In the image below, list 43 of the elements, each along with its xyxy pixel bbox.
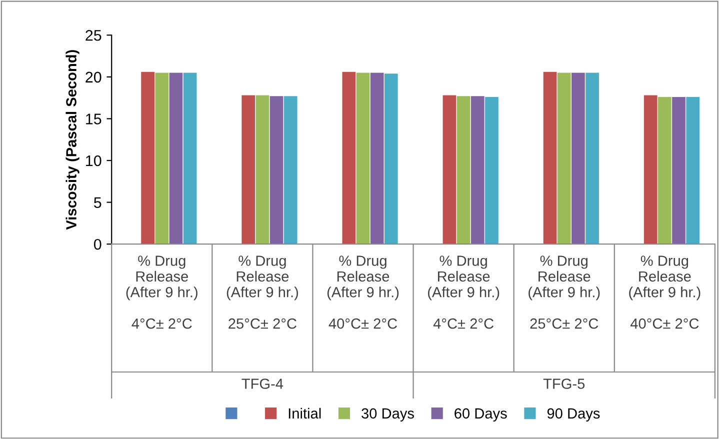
bar: [284, 96, 298, 244]
bar: [686, 96, 700, 244]
bar: [356, 72, 370, 244]
bar: [270, 96, 284, 244]
bar: [586, 72, 599, 244]
y-axis-title: Viscosity (Pascal Second): [66, 50, 80, 230]
bar: [141, 72, 154, 244]
y-tick-label: 15: [86, 114, 102, 124]
bar: [256, 95, 270, 244]
y-tick-label: 5: [94, 197, 102, 208]
bar: [370, 72, 384, 244]
text: TFG-4: [242, 378, 284, 389]
y-tick-label: 25: [86, 30, 102, 41]
bar: [456, 96, 470, 244]
y-tick-label: 0: [94, 238, 102, 250]
bar: [342, 72, 356, 244]
y-tick-label: 10: [86, 155, 102, 166]
bar: [644, 95, 658, 244]
category-label: % Drug Release (After 9 hr.) 4°C± 2°C: [126, 256, 198, 329]
bar: [155, 72, 169, 244]
bar: [470, 96, 484, 244]
bar: [658, 96, 672, 244]
legend-label: 30 Days: [362, 408, 414, 422]
text: TFG-5: [543, 378, 585, 389]
y-tick-label: 20: [86, 72, 102, 83]
bar: [672, 96, 686, 244]
bar: [384, 74, 398, 244]
bar: [242, 95, 256, 244]
bar: [557, 72, 571, 244]
bar: [485, 96, 498, 244]
category-label: % Drug Release (After 9 hr.) 40°C± 2°C: [327, 256, 399, 329]
category-label: % Drug Release (After 9 hr.) 25°C± 2°C: [226, 256, 298, 329]
category-label: % Drug Release (After 9 hr.) 4°C± 2°C: [428, 256, 500, 329]
bar: [543, 72, 557, 244]
legend-label: 60 Days: [454, 408, 507, 422]
bar: [183, 72, 197, 244]
legend-label: Initial: [288, 408, 321, 419]
legend-label: 90 Days: [547, 408, 600, 422]
bar: [572, 72, 585, 244]
category-label: % Drug Release (After 9 hr.) 25°C± 2°C: [528, 256, 600, 329]
bar: [169, 72, 183, 244]
category-label: % Drug Release (After 9 hr.) 40°C± 2°C: [629, 256, 700, 329]
bar: [442, 95, 456, 244]
